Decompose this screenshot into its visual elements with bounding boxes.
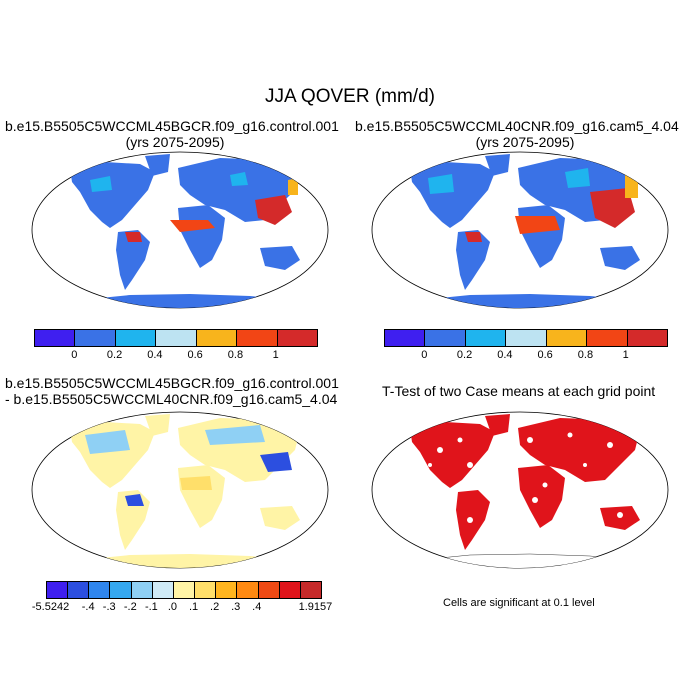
colorbar-cell [131,582,153,598]
colorbar-cell [115,330,157,346]
colorbar-tick-label: -.4 [81,601,95,613]
main-title: JJA QOVER (mm/d) [265,86,435,107]
colorbar-tick-label: -5.5242 [31,601,70,613]
colorbar-cell [89,582,111,598]
colorbar-cell [237,330,278,346]
colorbar-tick-label: 0.2 [106,349,123,361]
colorbar-cell [506,330,547,346]
colorbar-tick-label: .2 [210,601,220,613]
colorbar-tick-label: 0.8 [577,349,594,361]
colorbar-cell [216,582,238,598]
colorbar-tick-label: 0.6 [187,349,203,361]
colorbar-cell [195,582,217,598]
colorbar-cell [68,582,90,598]
colorbar-cell [258,582,280,598]
colorbar-cell [546,330,588,346]
colorbar-cell [627,330,667,346]
panel-title-difference-line2: - b.e15.B5505C5WCCML40CNR.f09_g16.cam5_4… [5,391,338,407]
colorbar-cell [279,582,301,598]
colorbar-cell [425,330,466,346]
colorbar-tick-label: .4 [252,601,262,613]
colorbar-tick-label: -.2 [123,601,137,613]
colorbar-tick-label: 0.8 [227,349,244,361]
colorbar-tick-label: 0 [421,349,428,361]
map-ttest-significance [371,411,669,569]
colorbar-cell [300,582,322,598]
colorbar-tick-label: 0.4 [497,349,513,361]
panel-subtitle-years-cam5: (yrs 2075-2095) [475,134,575,150]
panel-title-difference-line1: b.e15.B5505C5WCCML45BGCR.f09_g16.control… [5,375,339,391]
panel-subtitle-years-control: (yrs 2075-2095) [125,134,225,150]
colorbar-tick-label: .1 [188,601,199,613]
panel-title-cam5-case: b.e15.B5505C5WCCML40CNR.f09_g16.cam5_4.0… [355,118,679,134]
colorbar-tick-label: 1 [272,349,279,361]
ttest-footnote: Cells are significant at 0.1 level [443,597,595,609]
colorbar-cell [385,330,426,346]
map-control-case [31,151,329,309]
colorbar-tick-label: 0 [71,349,78,361]
colorbar-top-left [34,329,318,347]
map-cam5-case [371,151,669,309]
colorbar-tick-label: 0.4 [147,349,163,361]
colorbar-cell [237,582,259,598]
colorbar-cell [47,582,69,598]
colorbar-top-right [384,329,668,347]
colorbar-difference [46,581,322,599]
colorbar-tick-label: 0.2 [456,349,473,361]
colorbar-tick-label: .0 [167,601,178,613]
colorbar-cell [156,330,197,346]
panel-title-control-case: b.e15.B5505C5WCCML45BGCR.f09_g16.control… [5,118,339,134]
colorbar-cell [35,330,76,346]
colorbar-cell [110,582,132,598]
map-difference [31,411,329,569]
colorbar-cell [465,330,507,346]
panel-title-ttest: T-Test of two Case means at each grid po… [382,383,656,399]
colorbar-cell [173,582,196,598]
colorbar-tick-label: 1.9157 [298,601,333,613]
colorbar-tick-label: 1 [622,349,629,361]
colorbar-cell [196,330,238,346]
colorbar-tick-label: -.3 [102,601,116,613]
colorbar-cell [587,330,628,346]
colorbar-cell [75,330,116,346]
colorbar-tick-label: 0.6 [537,349,553,361]
colorbar-cell [152,582,174,598]
colorbar-tick-label: .3 [231,601,241,613]
colorbar-cell [277,330,317,346]
colorbar-tick-label: -.1 [144,601,158,613]
